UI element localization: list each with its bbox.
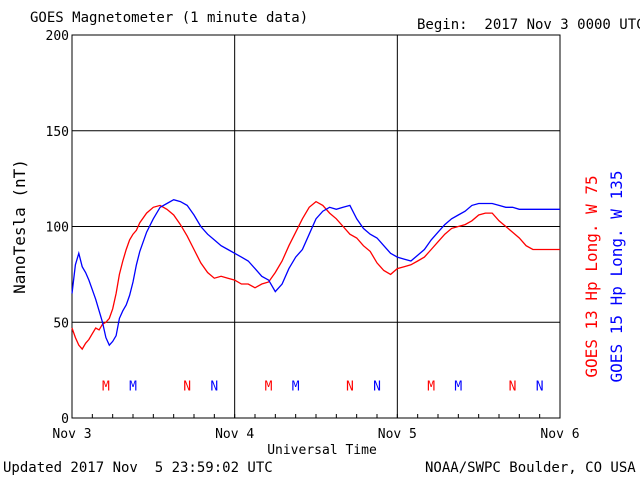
local-time-marker: N: [509, 379, 517, 394]
chart-title: GOES Magnetometer (1 minute data): [30, 10, 309, 26]
local-time-marker: M: [102, 379, 110, 394]
x-tick-label: Nov 5: [378, 427, 417, 442]
y-tick-label: 100: [46, 221, 69, 236]
local-time-marker: N: [373, 379, 381, 394]
y-tick-label: 150: [46, 125, 69, 140]
begin-time: Begin: 2017 Nov 3 0000 UTC: [417, 17, 640, 33]
y-tick-label: 200: [46, 29, 69, 44]
series-line-goes13: [71, 200, 560, 351]
legend-label-goes13: GOES 13 Hp Long. W 75: [582, 175, 601, 377]
x-tick-label: Nov 6: [540, 427, 579, 442]
series-line-goes15: [71, 199, 560, 347]
local-time-marker: M: [129, 379, 137, 394]
y-tick-label: 0: [61, 412, 69, 427]
x-axis-label: Universal Time: [267, 443, 377, 458]
x-tick-label: Nov 4: [215, 427, 254, 442]
updated-timestamp: Updated 2017 Nov 5 23:59:02 UTC: [3, 460, 273, 476]
local-time-marker: N: [210, 379, 218, 394]
local-time-marker: N: [346, 379, 354, 394]
local-time-marker: N: [183, 379, 191, 394]
y-axis-label: NanoTesla (nT): [10, 159, 29, 294]
x-tick-label: Nov 3: [52, 427, 91, 442]
credit-text: NOAA/SWPC Boulder, CO USA: [425, 460, 636, 476]
local-time-marker: M: [427, 379, 435, 394]
local-time-marker: N: [536, 379, 544, 394]
y-tick-label: 50: [53, 316, 69, 331]
local-time-marker: M: [292, 379, 300, 394]
local-time-marker: M: [454, 379, 462, 394]
local-time-marker: M: [265, 379, 273, 394]
legend-label-goes15: GOES 15 Hp Long. W 135: [607, 171, 626, 383]
